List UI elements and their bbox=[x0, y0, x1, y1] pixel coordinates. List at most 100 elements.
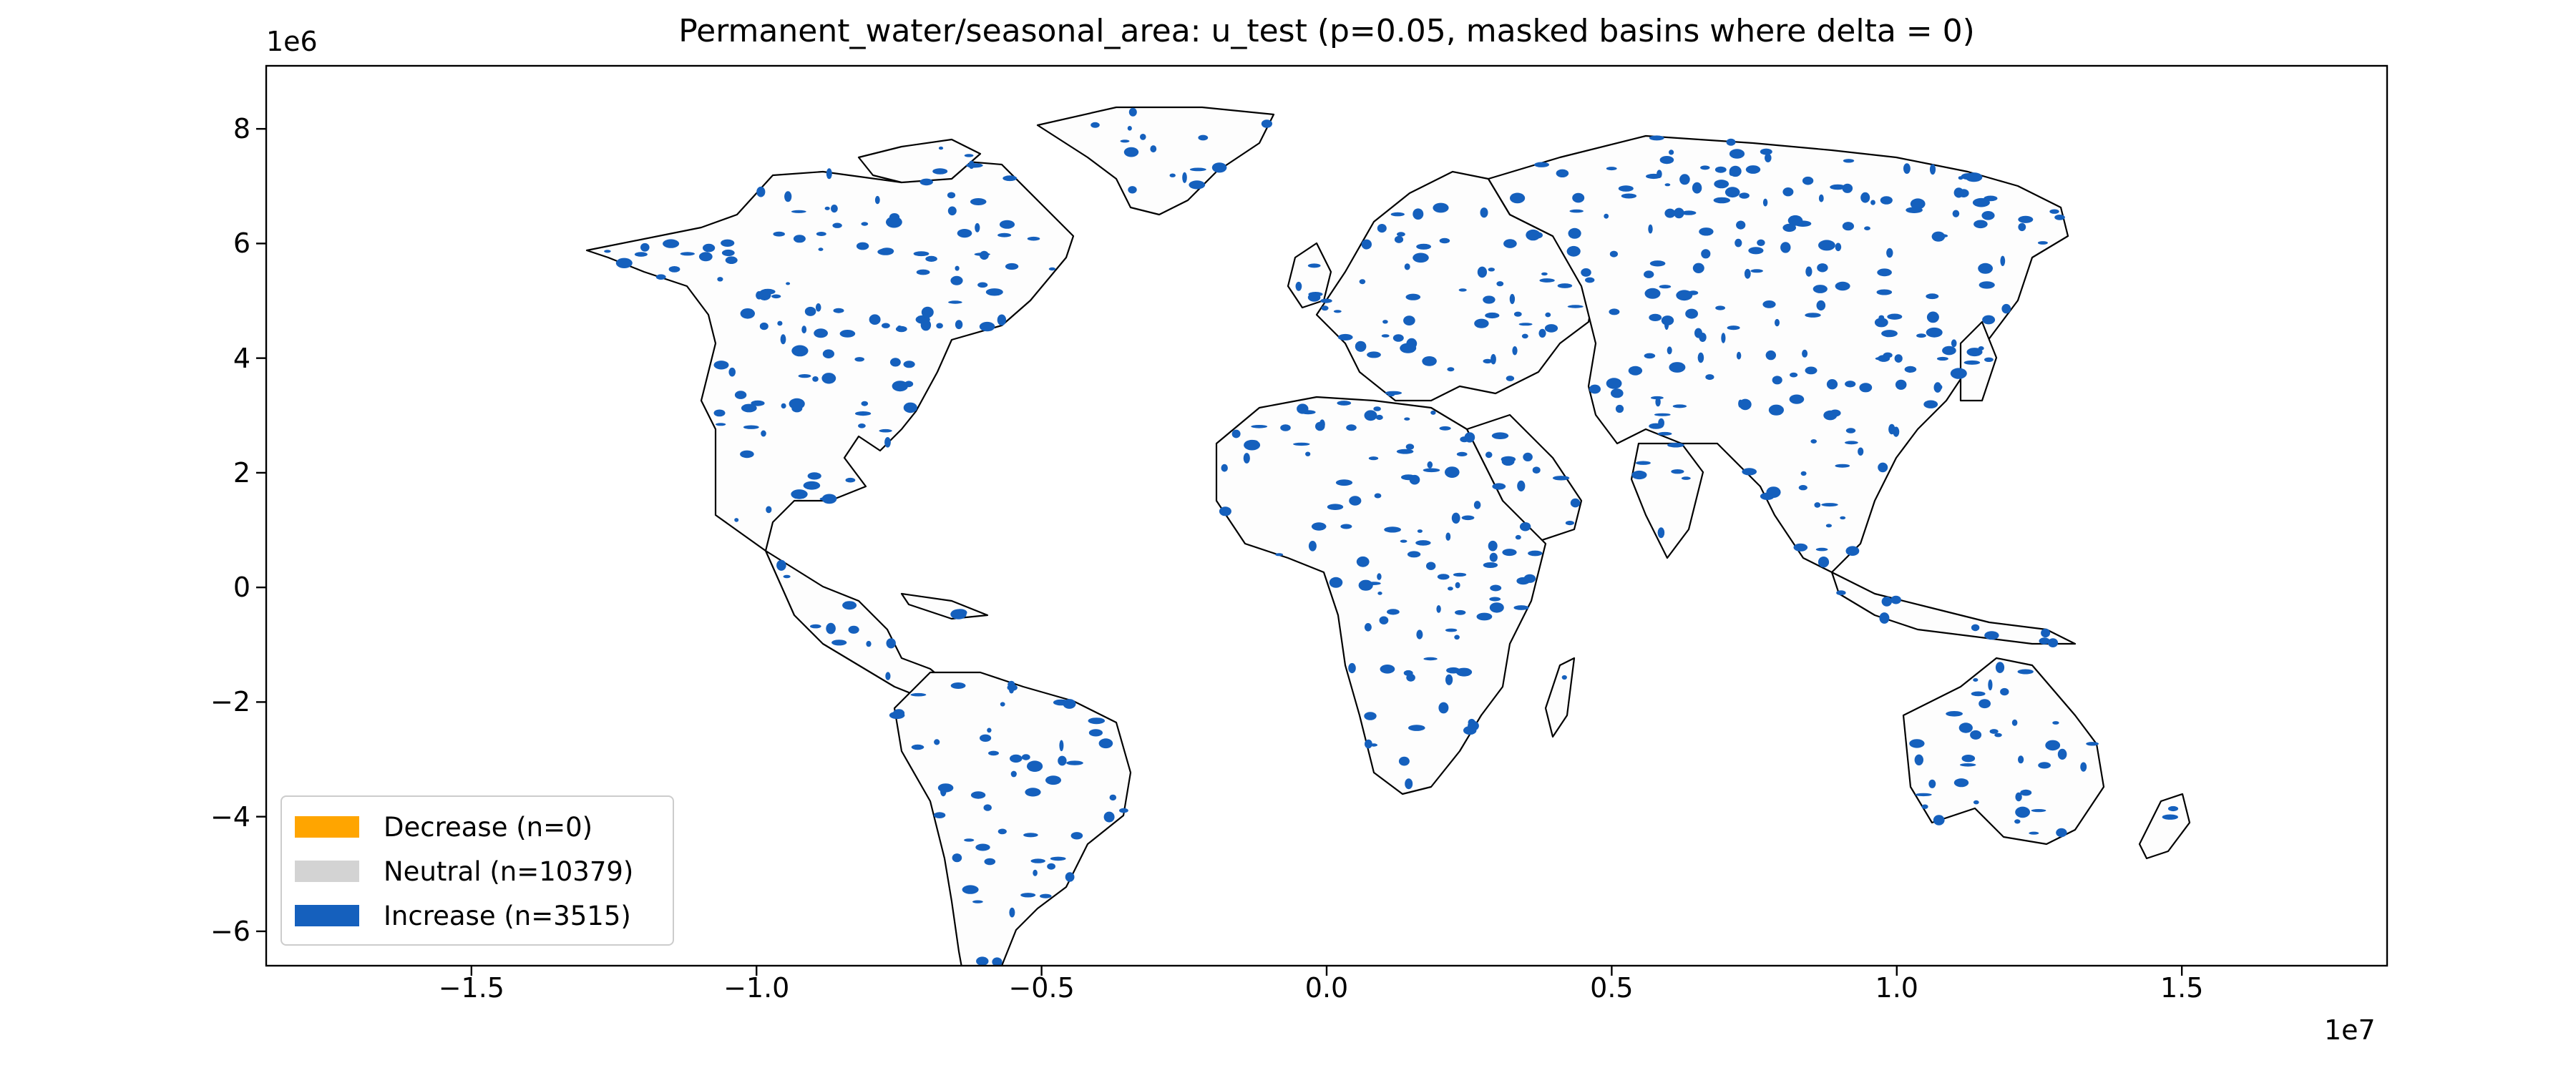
increase-basin-patch bbox=[1929, 164, 1936, 175]
increase-basin-patch bbox=[1335, 479, 1353, 486]
increase-basin-patch bbox=[1169, 173, 1176, 177]
increase-basin-patch bbox=[980, 734, 992, 743]
increase-basin-patch bbox=[1364, 712, 1377, 720]
increase-basin-patch bbox=[1606, 378, 1622, 389]
increase-basin-patch bbox=[1513, 605, 1529, 610]
increase-basin-patch bbox=[997, 232, 1012, 237]
increase-basin-patch bbox=[1829, 409, 1841, 417]
increase-basin-patch bbox=[1517, 480, 1526, 492]
increase-basin-patch bbox=[1021, 754, 1030, 760]
increase-basin-patch bbox=[1676, 290, 1693, 301]
increase-basin-patch bbox=[1780, 242, 1791, 253]
increase-basin-patch bbox=[1307, 263, 1321, 268]
increase-basin-patch bbox=[2038, 762, 2051, 769]
increase-basin-patch bbox=[1813, 285, 1828, 293]
increase-basin-patch bbox=[1404, 263, 1410, 270]
increase-basin-patch bbox=[1025, 788, 1041, 797]
increase-basin-patch bbox=[861, 401, 869, 406]
increase-basin-patch bbox=[1556, 169, 1569, 177]
increase-basin-patch bbox=[1735, 238, 1742, 248]
increase-basin-patch bbox=[1398, 756, 1410, 766]
increase-basin-patch bbox=[854, 357, 864, 362]
increase-basin-patch bbox=[1492, 483, 1506, 490]
increase-basin-patch bbox=[1426, 562, 1436, 570]
increase-basin-patch bbox=[964, 838, 975, 842]
y-tick-label: 0 bbox=[233, 572, 250, 604]
increase-basin-patch bbox=[1915, 793, 1932, 797]
increase-basin-patch bbox=[1337, 333, 1353, 340]
increase-basin-patch bbox=[866, 640, 872, 647]
increase-basin-patch bbox=[1027, 236, 1040, 241]
increase-basin-patch bbox=[1477, 266, 1487, 278]
increase-basin-patch bbox=[855, 411, 872, 416]
increase-basin-patch bbox=[897, 325, 902, 330]
increase-basin-patch bbox=[2049, 209, 2059, 214]
increase-basin-patch bbox=[1950, 368, 1967, 379]
increase-basin-patch bbox=[807, 472, 821, 480]
increase-basin-patch bbox=[1377, 592, 1382, 595]
increase-basin-patch bbox=[1379, 616, 1389, 624]
increase-basin-patch bbox=[1510, 192, 1526, 204]
increase-basin-patch bbox=[1010, 754, 1023, 763]
increase-basin-patch bbox=[1396, 449, 1414, 454]
increase-basin-patch bbox=[987, 727, 992, 733]
y-axis-ticks bbox=[256, 127, 266, 933]
increase-basin-patch bbox=[1261, 119, 1272, 128]
increase-basin-patch bbox=[1790, 372, 1798, 378]
increase-basin-patch bbox=[921, 306, 934, 318]
increase-basin-patch bbox=[1818, 194, 1824, 202]
increase-basin-patch bbox=[1566, 245, 1581, 257]
increase-basin-patch bbox=[826, 168, 832, 180]
increase-basin-patch bbox=[1407, 551, 1421, 558]
legend-item-increase: Increase (n=3515) bbox=[295, 900, 631, 931]
increase-basin-patch bbox=[1772, 376, 1782, 385]
increase-basin-patch bbox=[1445, 628, 1458, 632]
increase-basin-patch bbox=[1221, 464, 1228, 472]
increase-basin-patch bbox=[1346, 424, 1357, 431]
increase-basin-patch bbox=[1463, 726, 1477, 735]
increase-basin-patch bbox=[713, 409, 726, 417]
increase-basin-patch bbox=[1644, 288, 1661, 299]
increase-basin-patch bbox=[1845, 381, 1856, 388]
y-tick-label: 6 bbox=[233, 227, 250, 260]
increase-basin-patch bbox=[1539, 278, 1555, 283]
increase-basin-patch bbox=[879, 428, 892, 433]
increase-basin-patch bbox=[1387, 393, 1395, 397]
legend-item-neutral: Neutral (n=10379) bbox=[295, 856, 633, 887]
increase-basin-patch bbox=[1657, 170, 1662, 178]
increase-basin-patch bbox=[1417, 529, 1423, 533]
increase-basin-patch bbox=[1491, 353, 1496, 365]
increase-basin-patch bbox=[1909, 739, 1925, 748]
increase-basin-patch bbox=[1914, 754, 1923, 766]
increase-basin-patch bbox=[1009, 687, 1014, 694]
increase-basin-patch bbox=[1815, 547, 1828, 552]
x-tick-label: −1.0 bbox=[723, 972, 790, 1004]
increase-basin-patch bbox=[819, 496, 834, 501]
increase-basin-patch bbox=[1826, 379, 1838, 390]
increase-basin-patch bbox=[1501, 457, 1515, 466]
increase-basin-patch bbox=[1814, 502, 1821, 508]
x-axis-ticks bbox=[470, 966, 2183, 976]
increase-basin-patch bbox=[2000, 687, 2009, 696]
increase-basin-patch bbox=[1405, 293, 1421, 300]
increase-basin-patch bbox=[886, 638, 896, 649]
increase-basin-patch bbox=[1715, 305, 1726, 310]
increase-basin-patch bbox=[937, 783, 954, 793]
legend-label-increase: Increase (n=3515) bbox=[384, 900, 631, 931]
increase-basin-patch bbox=[889, 711, 905, 720]
increase-basin-patch bbox=[1489, 597, 1501, 602]
increase-basin-patch bbox=[1356, 556, 1370, 567]
increase-basin-patch bbox=[1368, 456, 1379, 461]
increase-basin-patch bbox=[932, 168, 948, 175]
increase-basin-patch bbox=[1552, 476, 1570, 481]
increase-basin-patch bbox=[1445, 532, 1451, 541]
increase-basin-patch bbox=[1798, 485, 1807, 491]
increase-basin-patch bbox=[1405, 778, 1413, 790]
increase-basin-patch bbox=[1692, 182, 1702, 194]
increase-basin-patch bbox=[1295, 281, 1302, 291]
increase-basin-patch bbox=[1669, 150, 1674, 155]
increase-basin-patch bbox=[2052, 721, 2059, 725]
increase-basin-patch bbox=[1409, 474, 1420, 485]
increase-basin-patch bbox=[759, 322, 769, 330]
increase-basin-patch bbox=[1757, 239, 1765, 246]
